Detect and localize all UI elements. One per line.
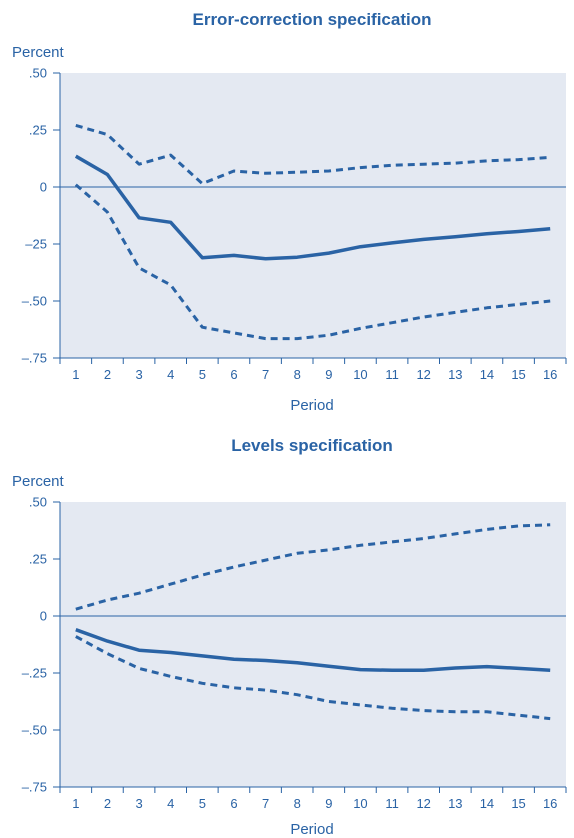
series-line-confidence-band <box>75 635 551 721</box>
chart-panel-2: Levels specification Percent .50 .25 0 –.25 –.… <box>12 436 567 838</box>
x-tick-label: 9 <box>325 367 332 382</box>
plot-area <box>60 502 566 787</box>
x-tick-label: 10 <box>353 796 367 811</box>
x-tick-label: 13 <box>448 367 462 382</box>
x-tick-label: 2 <box>104 796 111 811</box>
y-tick-label: .50 <box>29 495 47 510</box>
x-tick-label: 16 <box>543 367 557 382</box>
x-tick-label: 11 <box>385 796 399 811</box>
chart-panel-1: Error-correction specification Percent .50… <box>12 10 567 414</box>
y-tick-label: –.75 <box>22 351 47 366</box>
x-tick-label: 4 <box>167 796 174 811</box>
y-tick-label: .50 <box>29 66 47 81</box>
series-line-confidence-band <box>74 183 551 341</box>
y-tick-label: –.25 <box>22 666 47 681</box>
x-tick-label: 12 <box>416 796 430 811</box>
y-tick-label: 0 <box>40 180 47 195</box>
y-tick-label: 0 <box>40 609 47 624</box>
x-tick-label: 13 <box>448 796 462 811</box>
x-tick-label: 12 <box>416 367 430 382</box>
x-tick-label: 14 <box>480 796 494 811</box>
series-line-estimate <box>75 628 551 673</box>
y-tick-label: .25 <box>29 123 47 138</box>
x-tick-label: 7 <box>262 796 269 811</box>
y-tick-label: –25 <box>25 237 47 252</box>
x-tick-label: 2 <box>104 367 111 382</box>
x-tick-label: 15 <box>511 367 525 382</box>
x-tick-label: 1 <box>72 796 79 811</box>
x-tick-label: 6 <box>230 367 237 382</box>
series-line-confidence-band <box>75 523 551 611</box>
y-axis-label: Percent <box>12 473 65 490</box>
x-tick-label: 16 <box>543 796 557 811</box>
x-tick-label: 8 <box>294 796 301 811</box>
x-tick-label: 1 <box>72 367 79 382</box>
x-tick-label: 8 <box>294 367 301 382</box>
x-tick-label: 14 <box>480 367 494 382</box>
plot-area <box>60 73 566 358</box>
x-tick-label: 6 <box>230 796 237 811</box>
x-tick-label: 7 <box>262 367 269 382</box>
chart-title: Error-correction specification <box>192 10 431 29</box>
series-line-confidence-band <box>75 123 551 186</box>
x-tick-label: 9 <box>325 796 332 811</box>
x-tick-label: 3 <box>135 796 142 811</box>
x-tick-label: 11 <box>385 367 399 382</box>
x-tick-label: 4 <box>167 367 174 382</box>
x-tick-label: 3 <box>135 367 142 382</box>
x-tick-label: 15 <box>511 796 525 811</box>
y-axis-label: Percent <box>12 44 65 61</box>
y-tick-label: –.50 <box>22 294 47 309</box>
x-tick-label: 10 <box>353 367 367 382</box>
x-tick-label: 5 <box>199 796 206 811</box>
x-tick-label: 5 <box>199 367 206 382</box>
y-tick-label: –.50 <box>22 723 47 738</box>
series-line-estimate <box>74 154 551 261</box>
x-axis-label: Period <box>290 397 333 414</box>
chart-title: Levels specification <box>231 436 393 455</box>
y-tick-label: .25 <box>29 552 47 567</box>
x-axis-label: Period <box>290 821 333 838</box>
y-tick-label: –.75 <box>22 780 47 795</box>
